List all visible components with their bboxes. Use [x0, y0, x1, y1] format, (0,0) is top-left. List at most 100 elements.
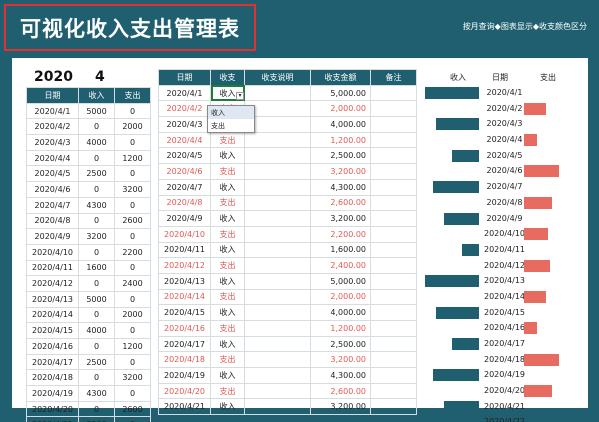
ledger-cell-date[interactable]: 2020/4/8: [158, 194, 211, 212]
ledger-cell-desc[interactable]: [244, 210, 311, 227]
summary-cell[interactable]: 2020/4/20: [26, 400, 79, 418]
summary-cell[interactable]: 0: [78, 212, 115, 230]
ledger-cell-note[interactable]: [370, 194, 417, 212]
summary-cell[interactable]: 2000: [114, 118, 151, 136]
ledger-cell-note[interactable]: [370, 382, 417, 400]
ledger-cell-desc[interactable]: [244, 194, 311, 212]
summary-cell[interactable]: 2600: [114, 400, 151, 418]
summary-cell[interactable]: 2020/4/9: [26, 228, 79, 245]
ledger-cell-amt[interactable]: 4,000.00: [310, 116, 371, 133]
summary-cell[interactable]: 0: [114, 165, 151, 183]
summary-cell[interactable]: 2020/4/18: [26, 369, 79, 387]
ledger-cell-type-selected[interactable]: 收入 ▾: [210, 84, 245, 102]
summary-cell[interactable]: 4000: [78, 322, 115, 339]
ledger-cell-desc[interactable]: [244, 163, 311, 180]
dropdown-option-income[interactable]: 收入: [208, 106, 254, 119]
ledger-cell-date[interactable]: 2020/4/12: [158, 257, 211, 274]
ledger-cell-desc[interactable]: [244, 320, 311, 337]
ledger-cell-desc[interactable]: [244, 225, 311, 243]
summary-cell[interactable]: 2020/4/3: [26, 134, 79, 151]
summary-cell[interactable]: 2020/4/21: [26, 416, 79, 422]
ledger-cell-note[interactable]: [370, 288, 417, 306]
ledger-cell-desc[interactable]: [244, 398, 311, 416]
summary-cell[interactable]: 0: [114, 259, 151, 277]
summary-cell[interactable]: 0: [114, 290, 151, 308]
ledger-cell-desc[interactable]: [244, 84, 311, 102]
summary-cell[interactable]: 2020/4/13: [26, 290, 79, 308]
ledger-cell-amt[interactable]: 2,200.00: [310, 225, 371, 243]
ledger-cell-date[interactable]: 2020/4/1: [158, 84, 211, 102]
ledger-cell-type[interactable]: 收入: [210, 178, 245, 196]
ledger-cell-date[interactable]: 2020/4/3: [158, 116, 211, 133]
summary-cell[interactable]: 2020/4/6: [26, 181, 79, 198]
ledger-cell-note[interactable]: [370, 163, 417, 180]
summary-cell[interactable]: 2020/4/1: [26, 102, 79, 120]
summary-cell[interactable]: 0: [78, 369, 115, 387]
ledger-cell-type[interactable]: 支出: [210, 288, 245, 306]
summary-cell[interactable]: 0: [114, 196, 151, 214]
ledger-cell-desc[interactable]: [244, 272, 311, 290]
summary-cell[interactable]: 4000: [78, 134, 115, 151]
ledger-cell-date[interactable]: 2020/4/15: [158, 304, 211, 321]
ledger-cell-date[interactable]: 2020/4/9: [158, 210, 211, 227]
summary-cell[interactable]: 2020/4/2: [26, 118, 79, 136]
ledger-cell-desc[interactable]: [244, 241, 311, 259]
ledger-cell-type[interactable]: 收入: [210, 335, 245, 353]
ledger-cell-amt[interactable]: 2,500.00: [310, 147, 371, 165]
ledger-cell-amt[interactable]: 4,000.00: [310, 304, 371, 321]
ledger-cell-amt[interactable]: 4,300.00: [310, 367, 371, 384]
ledger-cell-desc[interactable]: [244, 304, 311, 321]
ledger-cell-type[interactable]: 支出: [210, 194, 245, 212]
ledger-cell-note[interactable]: [370, 335, 417, 353]
ledger-cell-date[interactable]: 2020/4/11: [158, 241, 211, 259]
ledger-cell-date[interactable]: 2020/4/10: [158, 225, 211, 243]
summary-cell[interactable]: 2020/4/14: [26, 306, 79, 324]
summary-cell[interactable]: 0: [114, 385, 151, 402]
summary-cell[interactable]: 0: [114, 353, 151, 371]
ledger-cell-amt[interactable]: 2,000.00: [310, 100, 371, 118]
summary-cell[interactable]: 4300: [78, 196, 115, 214]
ledger-cell-note[interactable]: [370, 100, 417, 118]
ledger-cell-date[interactable]: 2020/4/18: [158, 351, 211, 369]
summary-cell[interactable]: 0: [78, 181, 115, 198]
summary-cell[interactable]: 3200: [114, 369, 151, 387]
summary-cell[interactable]: 0: [78, 275, 115, 292]
ledger-cell-note[interactable]: [370, 272, 417, 290]
summary-cell[interactable]: 0: [114, 102, 151, 120]
ledger-cell-amt[interactable]: 3,200.00: [310, 210, 371, 227]
ledger-cell-note[interactable]: [370, 351, 417, 369]
year-value[interactable]: 2020: [34, 69, 73, 85]
summary-cell[interactable]: 2600: [114, 212, 151, 230]
ledger-cell-type[interactable]: 收入: [210, 210, 245, 227]
summary-cell[interactable]: 2020/4/19: [26, 385, 79, 402]
summary-cell[interactable]: 0: [78, 400, 115, 418]
ledger-cell-note[interactable]: [370, 116, 417, 133]
ledger-cell-type[interactable]: 收入: [210, 147, 245, 165]
summary-cell[interactable]: 3200: [78, 416, 115, 422]
summary-cell[interactable]: 2400: [114, 275, 151, 292]
summary-cell[interactable]: 2020/4/17: [26, 353, 79, 371]
ledger-cell-desc[interactable]: [244, 382, 311, 400]
summary-cell[interactable]: 0: [114, 322, 151, 339]
summary-cell[interactable]: 0: [78, 338, 115, 355]
summary-cell[interactable]: 1200: [114, 149, 151, 167]
summary-cell[interactable]: 0: [78, 149, 115, 167]
ledger-cell-type[interactable]: 收入: [210, 367, 245, 384]
summary-cell[interactable]: 3200: [114, 181, 151, 198]
type-dropdown-list[interactable]: 收入 支出: [207, 105, 255, 133]
summary-cell[interactable]: 2020/4/4: [26, 149, 79, 167]
ledger-cell-type[interactable]: 支出: [210, 351, 245, 369]
ledger-cell-type[interactable]: 支出: [210, 382, 245, 400]
summary-cell[interactable]: 2500: [78, 165, 115, 183]
summary-cell[interactable]: 0: [114, 228, 151, 245]
summary-cell[interactable]: 2000: [114, 306, 151, 324]
ledger-cell-desc[interactable]: [244, 335, 311, 353]
summary-cell[interactable]: 0: [78, 118, 115, 136]
ledger-cell-amt[interactable]: 3,200.00: [310, 398, 371, 416]
ledger-cell-date[interactable]: 2020/4/17: [158, 335, 211, 353]
summary-cell[interactable]: 0: [78, 306, 115, 324]
ledger-cell-note[interactable]: [370, 398, 417, 416]
ledger-cell-type[interactable]: 收入: [210, 272, 245, 290]
summary-cell[interactable]: 3200: [78, 228, 115, 245]
ledger-cell-amt[interactable]: 2,500.00: [310, 335, 371, 353]
